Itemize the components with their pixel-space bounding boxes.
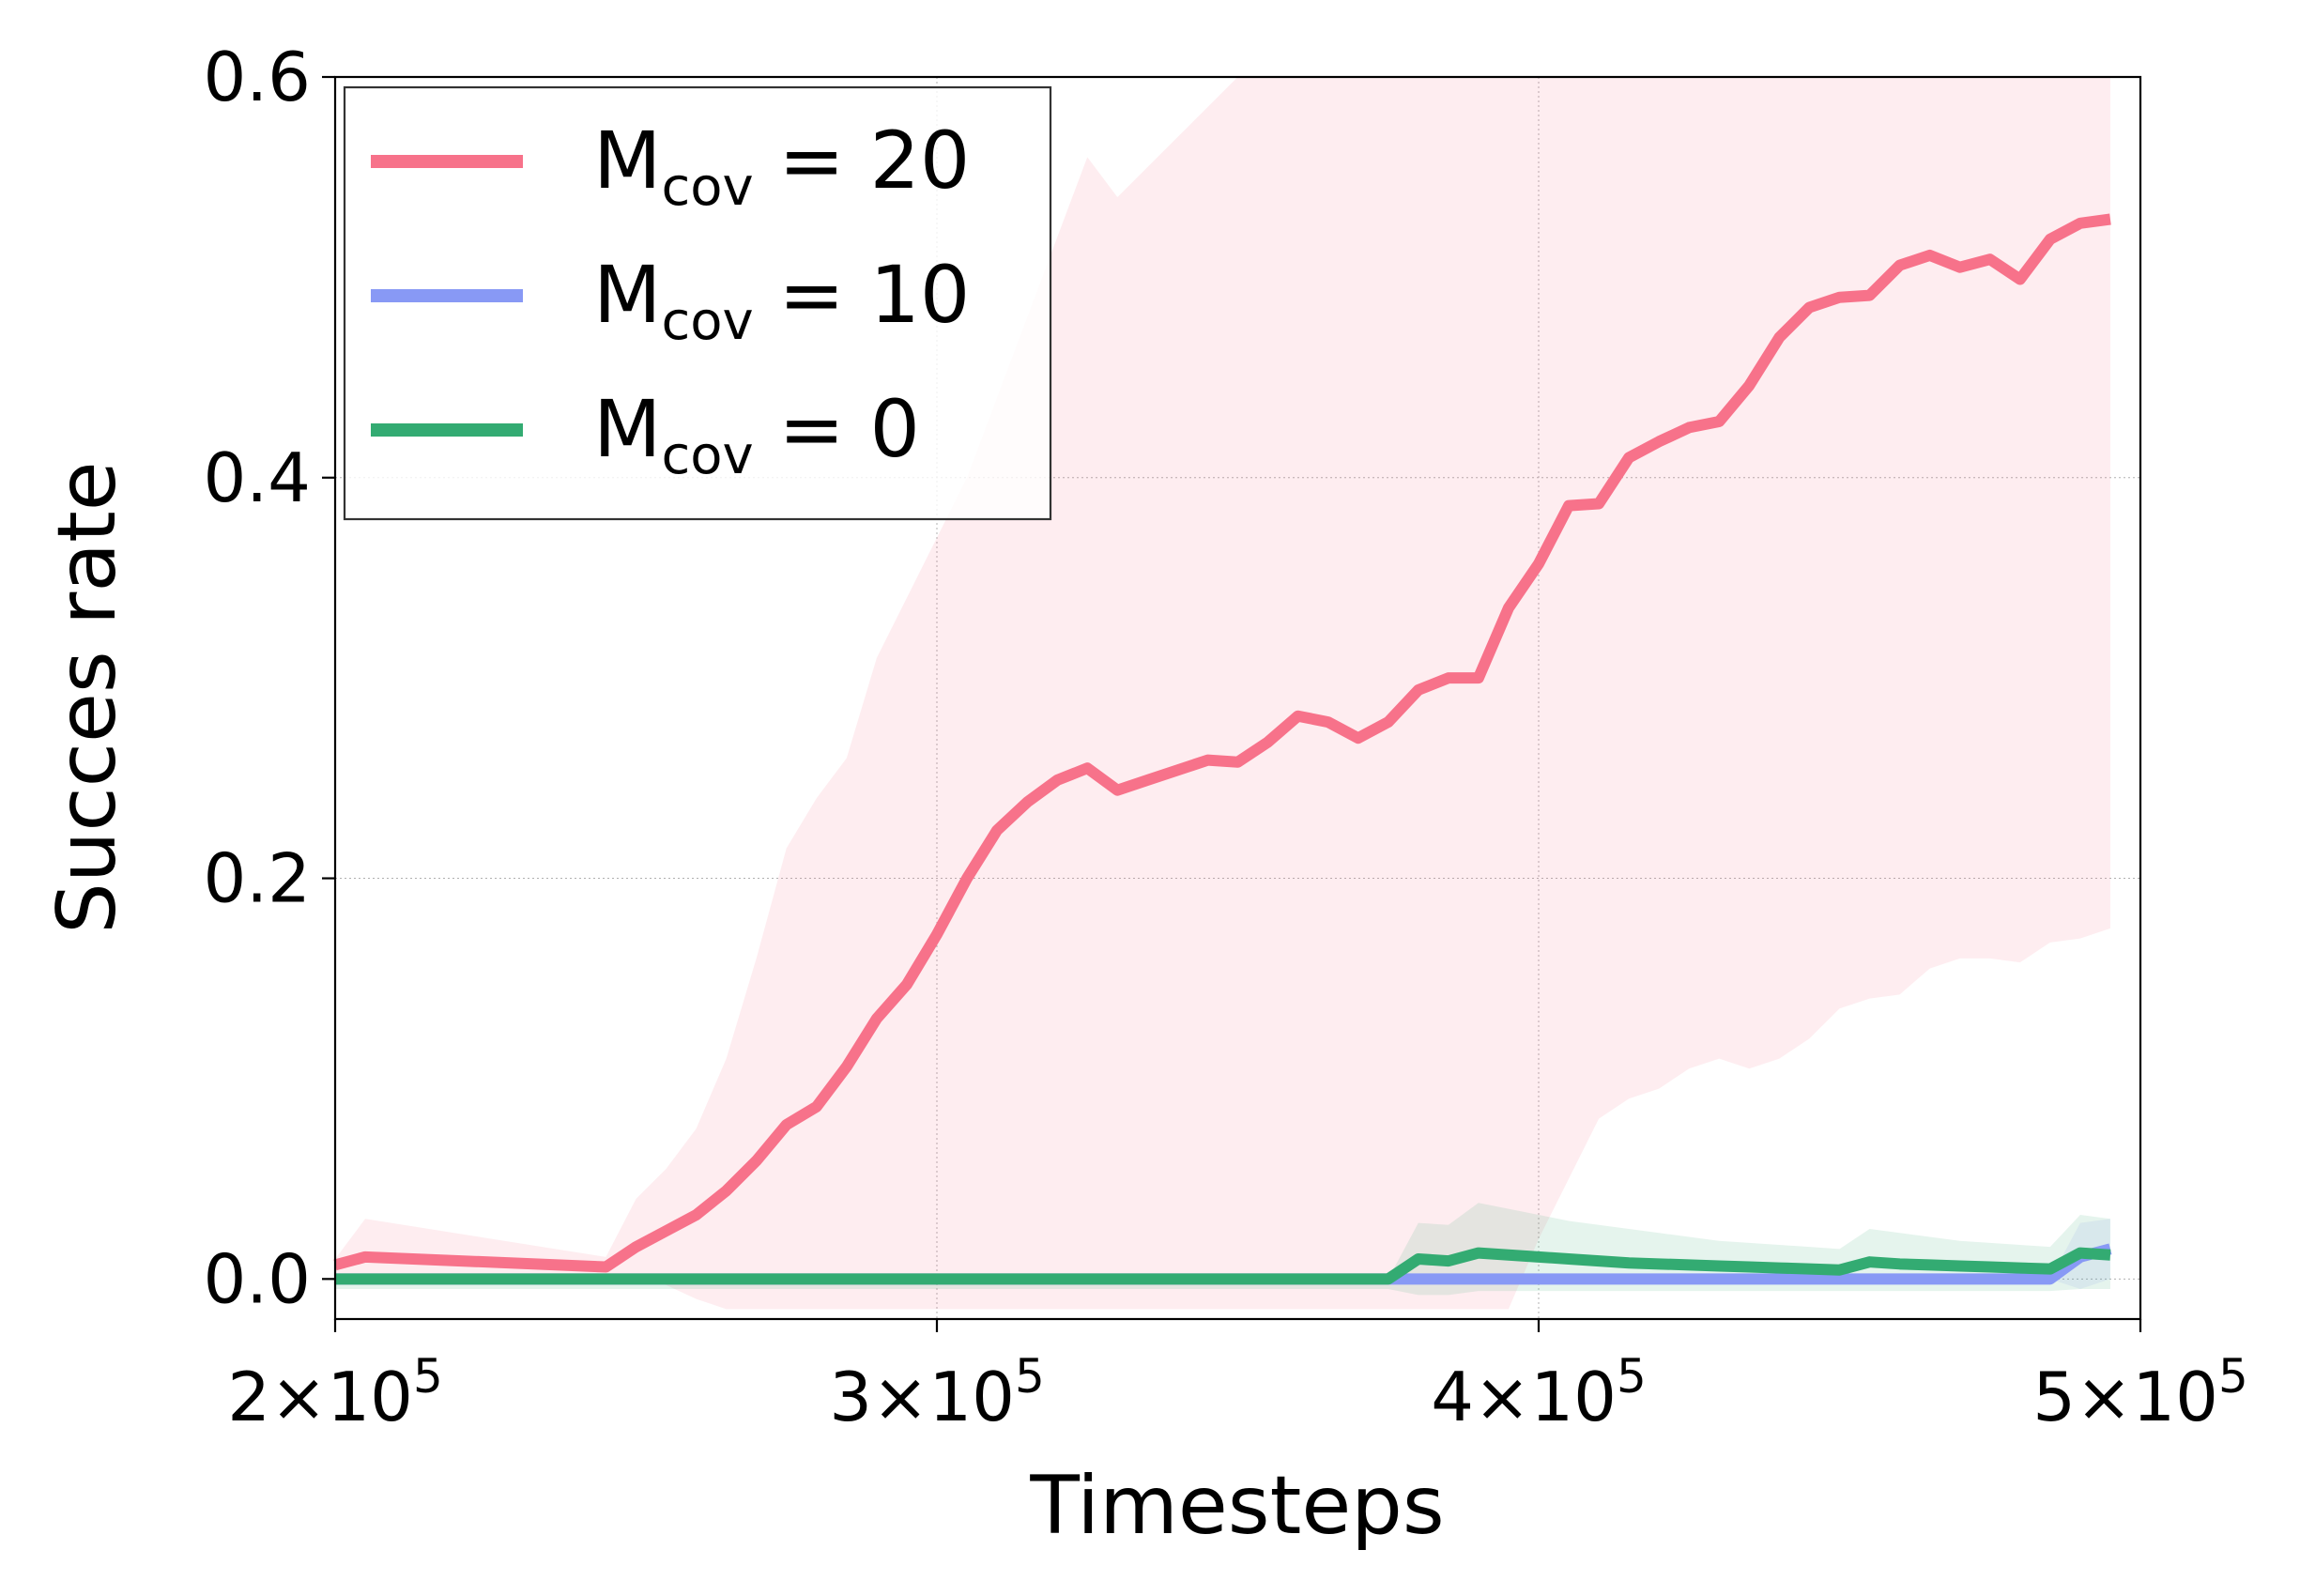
- series-line: [335, 1247, 2111, 1285]
- x-axis: 2×105 3×105 4×105 5×105: [227, 1319, 2248, 1436]
- x-tick-label: 3×105: [829, 1349, 1045, 1436]
- legend: Mcov = 20 Mcov = 10 Mcov = 0: [343, 85, 1052, 521]
- confidence-band: [335, 1203, 2110, 1296]
- series-line: [333, 213, 2111, 1273]
- y-tick-label: 0.4: [203, 438, 311, 517]
- x-tick-label: 2×105: [227, 1349, 443, 1436]
- legend-label: Mcov = 20: [593, 115, 970, 218]
- plot-frame: [333, 75, 2142, 1321]
- y-tick-label: 0.2: [203, 839, 311, 918]
- y-axis-label: Succes rate: [40, 461, 134, 933]
- y-axis: 0.0 0.2 0.4 0.6: [203, 38, 335, 1318]
- y-tick-label: 0.6: [203, 38, 311, 116]
- series-lines: [333, 213, 2112, 1285]
- legend-label: Mcov = 10: [593, 249, 970, 352]
- legend-label: Mcov = 0: [593, 383, 920, 486]
- x-tick-label: 4×105: [1431, 1349, 1647, 1436]
- x-tick-label: 5×105: [2032, 1349, 2248, 1436]
- y-tick-label: 0.0: [203, 1239, 311, 1318]
- confidence-bands: [335, 77, 2110, 1310]
- confidence-band: [335, 77, 2110, 1310]
- x-axis-label: Timesteps: [1029, 1459, 1444, 1553]
